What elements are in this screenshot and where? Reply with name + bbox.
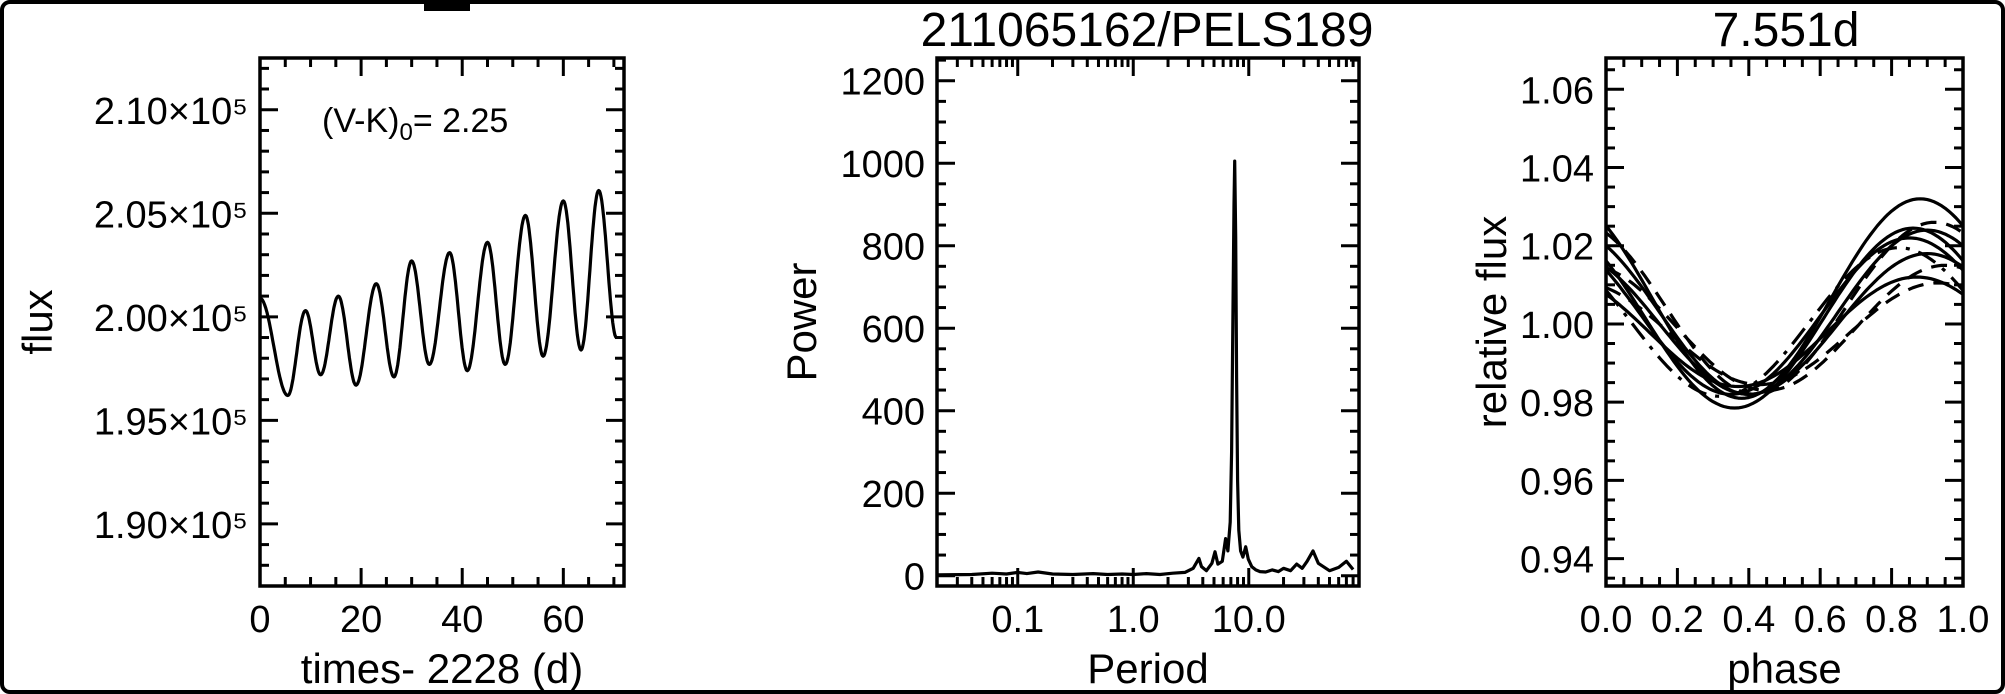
svg-text:1.04: 1.04 — [1520, 149, 1594, 191]
svg-text:60: 60 — [542, 599, 584, 641]
timeseries-xlabel: times- 2228 (d) — [300, 645, 584, 692]
svg-text:1.0: 1.0 — [1937, 599, 1990, 641]
svg-text:2.00×10⁵: 2.00×10⁵ — [94, 298, 248, 340]
svg-text:1.90×10⁵: 1.90×10⁵ — [94, 505, 248, 547]
svg-text:400: 400 — [862, 392, 925, 434]
svg-text:0: 0 — [249, 599, 270, 641]
svg-text:0.0: 0.0 — [1580, 599, 1633, 641]
svg-text:0.2: 0.2 — [1651, 599, 1704, 641]
svg-text:10.0: 10.0 — [1212, 599, 1286, 641]
svg-text:0.8: 0.8 — [1865, 599, 1918, 641]
periodogram-xlabel: Period — [1087, 645, 1209, 692]
timeseries-ylabel: flux — [14, 289, 61, 355]
svg-text:1000: 1000 — [840, 144, 925, 186]
phased-ylabel: relative flux — [1468, 215, 1515, 429]
svg-text:0.94: 0.94 — [1520, 540, 1594, 582]
plots-canvas: 0 20 40 60 1.90×10⁵ 1.95×10⁵ 2.00×10⁵ 2.05×10⁵ 2… — [94, 56, 1990, 641]
svg-text:0.6: 0.6 — [1794, 599, 1847, 641]
vk-color-annotation: (V-K)0= 2.25 — [322, 102, 508, 147]
star-id-title: 211065162/PELS189 — [920, 4, 1374, 57]
vk-annotation-sub: 0 — [399, 119, 413, 146]
svg-text:0.96: 0.96 — [1520, 461, 1594, 503]
periodogram-ylabel: Power — [778, 262, 825, 382]
svg-text:40: 40 — [441, 599, 483, 641]
svg-text:0.98: 0.98 — [1520, 383, 1594, 425]
svg-text:1.0: 1.0 — [1107, 599, 1160, 641]
svg-text:0.1: 0.1 — [991, 599, 1044, 641]
svg-text:800: 800 — [862, 227, 925, 269]
svg-text:1200: 1200 — [840, 62, 925, 104]
crop-artifact — [424, 4, 470, 11]
svg-text:200: 200 — [862, 474, 925, 516]
svg-text:600: 600 — [862, 309, 925, 351]
svg-text:1.00: 1.00 — [1520, 305, 1594, 347]
svg-text:20: 20 — [340, 599, 382, 641]
svg-text:2.05×10⁵: 2.05×10⁵ — [94, 194, 248, 236]
svg-text:1.06: 1.06 — [1520, 70, 1594, 112]
vk-annotation-pre: (V-K) — [322, 102, 400, 140]
period-title: 7.551d — [1712, 4, 1860, 57]
svg-text:1.95×10⁵: 1.95×10⁵ — [94, 401, 248, 443]
svg-text:2.10×10⁵: 2.10×10⁵ — [94, 91, 248, 133]
svg-text:0.4: 0.4 — [1722, 599, 1775, 641]
vk-annotation-post: = 2.25 — [412, 102, 509, 140]
phased-xlabel: phase — [1727, 645, 1842, 692]
svg-text:1.02: 1.02 — [1520, 227, 1594, 269]
svg-text:0: 0 — [904, 557, 925, 599]
